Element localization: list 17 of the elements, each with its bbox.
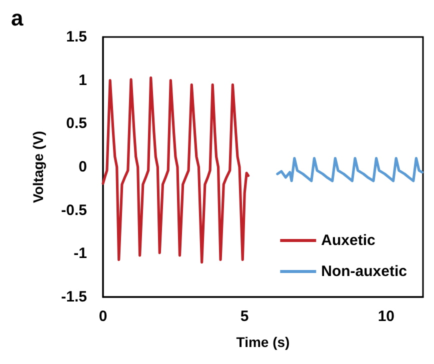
legend-label: Auxetic: [321, 232, 376, 249]
y-tick-label: -1.5: [61, 288, 87, 306]
x-tick-label: 5: [240, 308, 249, 325]
y-axis-title: Voltage (V): [30, 130, 46, 204]
y-tick-label: 0: [78, 158, 87, 176]
line-series: [102, 76, 250, 264]
legend-label: Non-auxetic: [321, 263, 408, 280]
line-series: [276, 157, 424, 182]
chart-title: a: [11, 6, 24, 30]
y-tick-label: -0.5: [61, 202, 87, 219]
x-tick-label: 0: [98, 308, 108, 325]
y-tick-label: 0.5: [66, 115, 87, 132]
x-tick-label: 10: [378, 308, 395, 325]
y-tick-label: 1: [78, 72, 87, 89]
y-tick-label: -1: [74, 245, 87, 262]
y-tick-label: 1.5: [66, 28, 87, 46]
x-axis-title: Time (s): [236, 334, 290, 350]
